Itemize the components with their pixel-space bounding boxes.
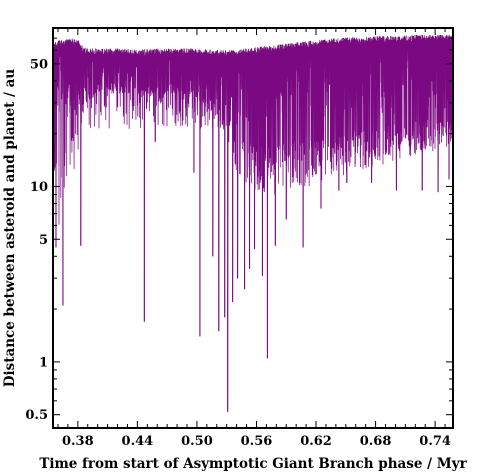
plot-frame <box>52 27 454 429</box>
y-tick-label-2: 5 <box>39 233 48 248</box>
y-axis-title: Distance between asteroid and planet / a… <box>2 69 18 388</box>
y-tick-label-4: 50 <box>30 57 48 72</box>
x-axis-title: Time from start of Asymptotic Giant Bran… <box>39 456 467 472</box>
ticks-layer: 0.38 0.44 0.50 0.56 0.62 0.68 0.74 0.5 1 5 10 50 <box>25 27 453 449</box>
x-tick-label-5: 0.68 <box>360 434 392 449</box>
y-tick-label-0: 0.5 <box>25 408 48 423</box>
x-tick-label-4: 0.62 <box>300 434 332 449</box>
y-tick-label-3: 10 <box>30 180 48 195</box>
x-tick-label-0: 0.38 <box>62 434 94 449</box>
x-tick-label-2: 0.50 <box>181 434 213 449</box>
x-tick-label-3: 0.56 <box>241 434 273 449</box>
x-tick-label-1: 0.44 <box>122 434 154 449</box>
x-tick-label-6: 0.74 <box>419 434 451 449</box>
y-tick-label-1: 1 <box>39 355 48 370</box>
data-series-layer <box>53 34 453 413</box>
data-series-0-line <box>53 34 453 413</box>
